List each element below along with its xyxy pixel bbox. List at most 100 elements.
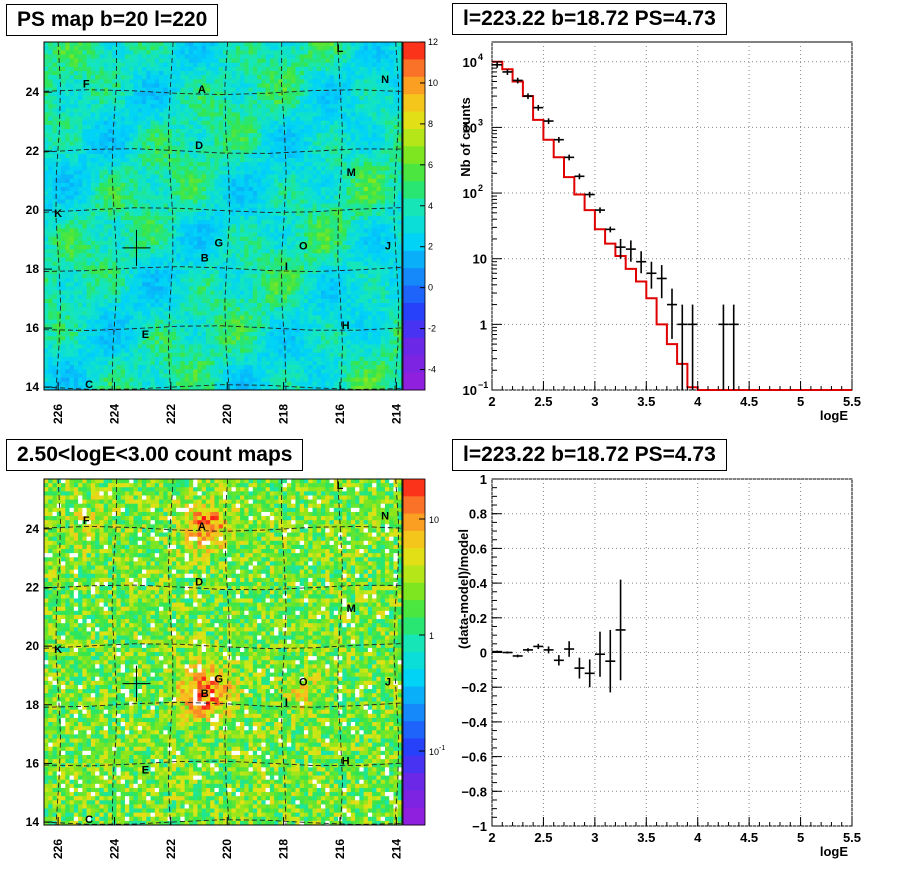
heatmap-cell [48, 261, 53, 267]
heatmap-cell [235, 50, 241, 55]
heatmap-cell [282, 87, 288, 93]
heatmap-cell [48, 232, 53, 238]
heatmap-cell [214, 294, 220, 300]
heatmap-cell [78, 303, 83, 308]
heatmap-cell [103, 253, 109, 258]
heatmap-cell [295, 46, 301, 51]
heatmap-cell [244, 170, 249, 175]
heatmap-cell [235, 290, 241, 296]
heatmap-cell [137, 336, 143, 341]
heatmap-cell [146, 249, 151, 254]
heatmap-cell [227, 133, 232, 138]
heatmap-cell [240, 133, 245, 138]
heatmap-cell [231, 112, 237, 117]
heatmap-cell [61, 120, 66, 126]
heatmap-cell [150, 145, 156, 151]
heatmap-cell [107, 315, 113, 320]
heatmap-cell [167, 311, 173, 316]
heatmap-cell [201, 369, 207, 374]
heatmap-cell [252, 153, 258, 159]
heatmap-cell [223, 228, 228, 233]
heatmap-cell [261, 195, 267, 200]
heatmap-cell [210, 282, 215, 287]
heatmap-cell [278, 274, 284, 279]
heatmap-cell [265, 62, 271, 68]
heatmap-cell [142, 133, 147, 138]
heatmap-cell [82, 195, 88, 200]
heatmap-cell [44, 66, 49, 72]
heatmap-cell [103, 348, 109, 354]
heatmap-cell [142, 207, 147, 213]
heatmap-cell [223, 199, 228, 204]
heatmap-cell [227, 149, 232, 155]
heatmap-cell [227, 187, 232, 192]
heatmap-cell [244, 54, 249, 59]
heatmap-cell [44, 124, 49, 130]
heatmap-cell [129, 377, 134, 383]
heatmap-cell [184, 253, 190, 258]
heatmap-cell [274, 381, 279, 387]
heatmap-cell [48, 228, 53, 233]
heatmap-cell [231, 191, 237, 196]
heatmap-cell [218, 50, 224, 55]
heatmap-cell [269, 261, 275, 267]
heatmap-cell [176, 141, 181, 146]
heatmap-cell [193, 46, 198, 51]
heatmap-cell [112, 195, 117, 200]
heatmap-cell [235, 203, 241, 209]
heatmap-cell [286, 162, 292, 167]
heatmap-cell [227, 245, 232, 250]
heatmap-cell [129, 282, 134, 287]
heatmap-cell [65, 220, 70, 225]
heatmap-cell [124, 203, 130, 209]
heatmap-cell [210, 381, 215, 387]
heatmap-cell [210, 385, 215, 390]
heatmap-cell [116, 166, 122, 171]
heatmap-cell [48, 195, 53, 200]
heatmap-cell [223, 195, 228, 200]
heatmap-cell [78, 95, 83, 101]
heatmap-cell [214, 298, 220, 304]
heatmap-cell [240, 269, 245, 275]
heatmap-cell [235, 336, 241, 341]
heatmap-cell [282, 336, 288, 341]
heatmap-cell [124, 240, 130, 246]
heatmap-cell [252, 381, 258, 387]
heatmap-cell [99, 220, 105, 225]
heatmap-cell [86, 274, 92, 279]
heatmap-cell [265, 369, 271, 374]
heatmap-cell [274, 83, 279, 88]
heatmap-cell [265, 253, 271, 258]
heatmap-cell [103, 166, 109, 171]
heatmap-cell [146, 91, 151, 97]
heatmap-cell [142, 75, 147, 80]
heatmap-cell [99, 42, 105, 47]
heatmap-cell [282, 298, 288, 304]
heatmap-cell [278, 116, 284, 122]
heatmap-cell [78, 361, 83, 366]
heatmap-cell [44, 199, 49, 204]
heatmap-cell [99, 265, 105, 271]
heatmap-cell [291, 369, 296, 374]
heatmap-cell [278, 66, 284, 72]
heatmap-cell [150, 211, 156, 217]
heatmap-cell [124, 303, 130, 308]
heatmap-cell [137, 356, 143, 362]
heatmap-cell [150, 199, 156, 204]
heatmap-cell [231, 303, 237, 308]
heatmap-cell [103, 290, 109, 296]
heatmap-cell [205, 191, 211, 196]
heatmap-cell [269, 377, 275, 383]
heatmap-cell [116, 207, 122, 213]
heatmap-cell [218, 307, 224, 312]
heatmap-cell [261, 261, 267, 267]
heatmap-cell [248, 182, 254, 188]
heatmap-cell [257, 381, 262, 387]
heatmap-cell [44, 269, 49, 275]
heatmap-cell [286, 361, 292, 366]
heatmap-cell [61, 249, 66, 254]
heatmap-cell [99, 133, 105, 138]
heatmap-cell [278, 315, 284, 320]
heatmap-cell [244, 278, 249, 283]
heatmap-cell [257, 303, 262, 308]
